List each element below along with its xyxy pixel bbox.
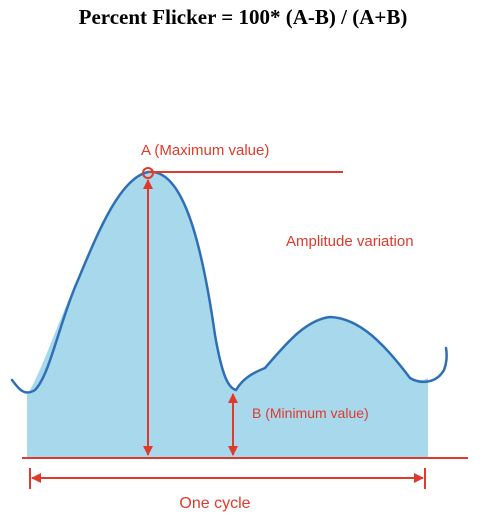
amplitude-variation-label: Amplitude variation bbox=[286, 233, 414, 250]
flicker-formula: Percent Flicker = 100* (A-B) / (A+B) bbox=[78, 5, 408, 29]
maximum-label: A (Maximum value) bbox=[141, 142, 269, 159]
maximum-point-marker bbox=[142, 167, 154, 179]
minimum-label: B (Minimum value) bbox=[252, 405, 369, 421]
one-cycle-label: One cycle bbox=[179, 495, 250, 512]
waveform-curve bbox=[10, 170, 448, 394]
waveform-fill bbox=[27, 171, 428, 458]
